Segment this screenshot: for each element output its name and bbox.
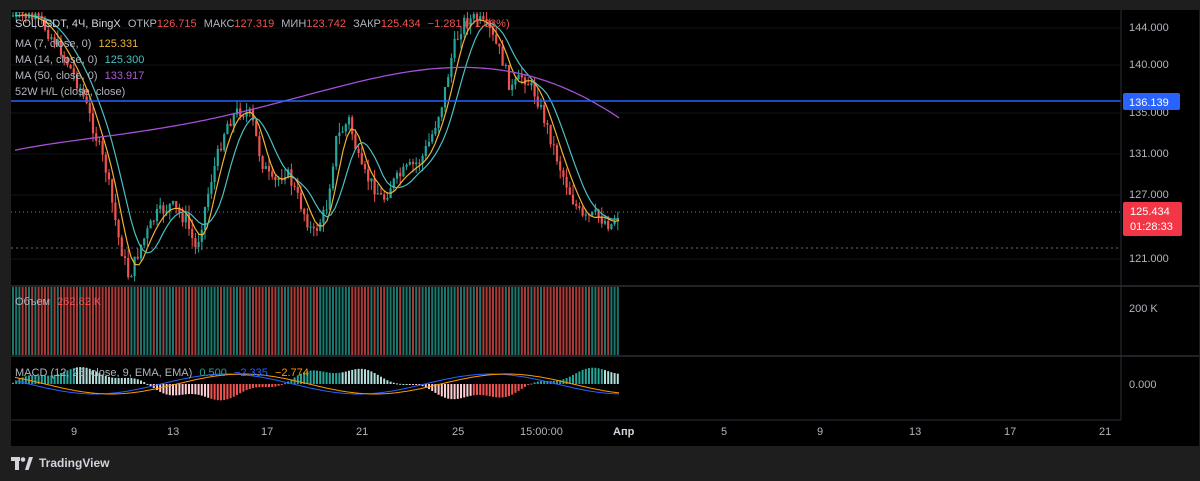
time-tick: 25 — [452, 426, 464, 438]
svg-text:136.139: 136.139 — [1129, 97, 1169, 109]
price-axis[interactable]: 144.000 140.000 135.000 131.000 127.000 … — [1129, 22, 1169, 265]
brand-name: TradingView — [39, 456, 110, 470]
chart-canvas[interactable]: 144.000 140.000 135.000 131.000 127.000 … — [11, 10, 1199, 446]
svg-text:125.434: 125.434 — [1130, 206, 1170, 218]
price-tick: 140.000 — [1129, 59, 1169, 71]
last-price-badge: 125.434 01:28:33 — [1123, 202, 1182, 236]
time-tick: 17 — [1004, 426, 1016, 438]
time-axis[interactable]: 9 13 17 21 25 15:00:00 Апр 5 9 13 17 21 — [71, 426, 1111, 438]
bar-countdown: 01:28:33 — [1130, 221, 1173, 233]
time-tick: 9 — [71, 426, 77, 438]
grid-lines — [11, 27, 1121, 260]
legend-volume[interactable]: Объем 262.82 K — [15, 296, 102, 308]
macd-histogram — [12, 367, 619, 401]
change-value: −1.281 (−1,03%) — [427, 18, 510, 30]
price-tick: 127.000 — [1129, 189, 1169, 201]
time-tick: 21 — [356, 426, 368, 438]
price-tick: 131.000 — [1129, 148, 1169, 160]
volume-axis-tick: 200 K — [1129, 303, 1158, 315]
tradingview-logo-icon — [11, 456, 33, 470]
footer-branding[interactable]: TradingView — [11, 452, 109, 474]
price-tick: 121.000 — [1129, 253, 1169, 265]
price-tick: 144.000 — [1129, 22, 1169, 34]
time-tick: 13 — [909, 426, 921, 438]
time-tick: Апр — [613, 426, 635, 438]
chart-frame[interactable]: 144.000 140.000 135.000 131.000 127.000 … — [11, 10, 1199, 446]
time-tick: 15:00:00 — [520, 426, 563, 438]
level-52w-badge: 136.139 — [1123, 93, 1180, 110]
time-tick: 21 — [1099, 426, 1111, 438]
indicator-lines — [14, 14, 620, 395]
volume-bars — [12, 287, 619, 355]
time-tick: 17 — [261, 426, 273, 438]
legend-ma14[interactable]: MA (14, close, 0) 125.300 — [15, 54, 145, 66]
ohlc-legend: SOLUSDT, 4Ч, BingX ОТКР126.715 МАКС127.3… — [15, 18, 510, 30]
macd-axis-tick: 0.000 — [1129, 379, 1157, 391]
legend-52w[interactable]: 52W H/L (close, close) — [15, 86, 126, 98]
time-tick: 5 — [721, 426, 727, 438]
time-tick: 9 — [817, 426, 823, 438]
symbol-label[interactable]: SOLUSDT, 4Ч, BingX — [15, 18, 121, 30]
legend-ma7[interactable]: MA (7, close, 0) 125.331 — [15, 38, 139, 50]
time-tick: 13 — [167, 426, 179, 438]
legend-macd[interactable]: MACD (12, 26, close, 9, EMA, EMA) 0.500 … — [15, 367, 309, 379]
legend-ma50[interactable]: MA (50, close, 0) 133.917 — [15, 70, 145, 82]
